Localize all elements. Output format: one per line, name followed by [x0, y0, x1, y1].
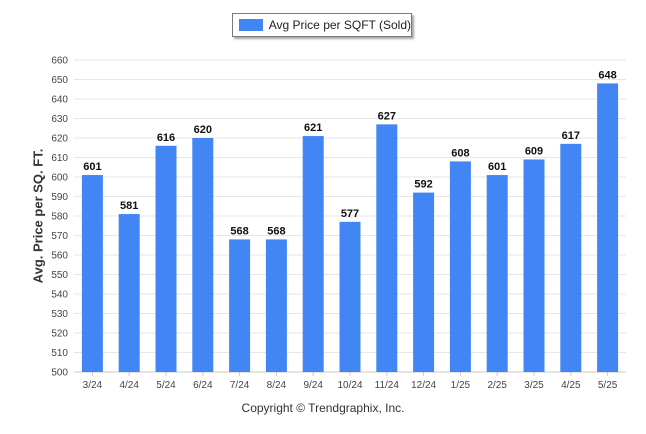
bar	[486, 175, 508, 372]
x-tick-label: 3/24	[83, 380, 103, 391]
data-label: 608	[451, 147, 469, 159]
x-tick-label: 3/25	[524, 380, 544, 391]
bar	[229, 239, 251, 372]
data-label: 617	[562, 130, 580, 142]
bar	[155, 145, 177, 372]
legend-swatch	[239, 19, 263, 31]
y-tick-label: 640	[51, 95, 68, 106]
x-tick-label: 5/24	[156, 380, 176, 391]
bar	[449, 161, 471, 372]
y-tick-label: 510	[51, 348, 68, 359]
y-tick-label: 520	[51, 329, 68, 340]
copyright-footer: Copyright © Trendgraphix, Inc.	[241, 401, 405, 415]
data-label: 621	[304, 122, 322, 134]
bar	[413, 192, 435, 372]
x-tick-label: 8/24	[267, 380, 287, 391]
y-tick-label: 530	[51, 309, 68, 320]
y-tick-label: 560	[51, 251, 68, 262]
data-label: 609	[525, 145, 543, 157]
x-tick-label: 4/25	[561, 380, 581, 391]
y-tick-label: 540	[51, 290, 68, 301]
x-tick-label: 1/25	[451, 380, 471, 391]
bar	[376, 124, 398, 372]
data-label: 620	[194, 124, 212, 136]
y-tick-label: 500	[51, 368, 68, 379]
x-tick-label: 6/24	[193, 380, 213, 391]
x-tick-label: 10/24	[337, 380, 362, 391]
y-tick-label: 650	[51, 75, 68, 86]
y-tick-label: 610	[51, 153, 68, 164]
y-tick-label: 590	[51, 192, 68, 203]
y-tick-label: 570	[51, 231, 68, 242]
data-label: 601	[83, 161, 101, 173]
data-label: 592	[414, 179, 432, 191]
data-label: 601	[488, 161, 506, 173]
x-tick-label: 12/24	[411, 380, 436, 391]
bar	[192, 138, 214, 372]
y-tick-label: 550	[51, 270, 68, 281]
x-tick-label: 9/24	[303, 380, 323, 391]
bar	[302, 136, 324, 372]
bar	[339, 221, 361, 372]
data-label: 627	[378, 110, 396, 122]
x-tick-label: 7/24	[230, 380, 250, 391]
data-label: 648	[598, 69, 616, 81]
y-tick-label: 580	[51, 212, 68, 223]
x-tick-label: 4/24	[119, 380, 139, 391]
bar	[597, 83, 619, 373]
data-label: 568	[230, 225, 248, 237]
x-tick-label: 2/25	[487, 380, 507, 391]
bar	[265, 239, 287, 372]
y-tick-label: 660	[51, 56, 68, 67]
bar	[81, 175, 103, 372]
bar	[118, 214, 140, 372]
y-tick-label: 620	[51, 134, 68, 145]
y-tick-label: 600	[51, 173, 68, 184]
data-label: 577	[341, 208, 359, 220]
data-label: 568	[267, 225, 285, 237]
y-tick-label: 630	[51, 114, 68, 125]
bar	[560, 143, 582, 372]
x-tick-label: 11/24	[375, 380, 400, 391]
x-tick-label: 5/25	[598, 380, 618, 391]
data-label: 616	[157, 132, 175, 144]
bar	[523, 159, 545, 372]
data-label: 581	[120, 200, 138, 212]
legend: Avg Price per SQFT (Sold)	[232, 13, 412, 37]
legend-label: Avg Price per SQFT (Sold)	[268, 18, 411, 32]
